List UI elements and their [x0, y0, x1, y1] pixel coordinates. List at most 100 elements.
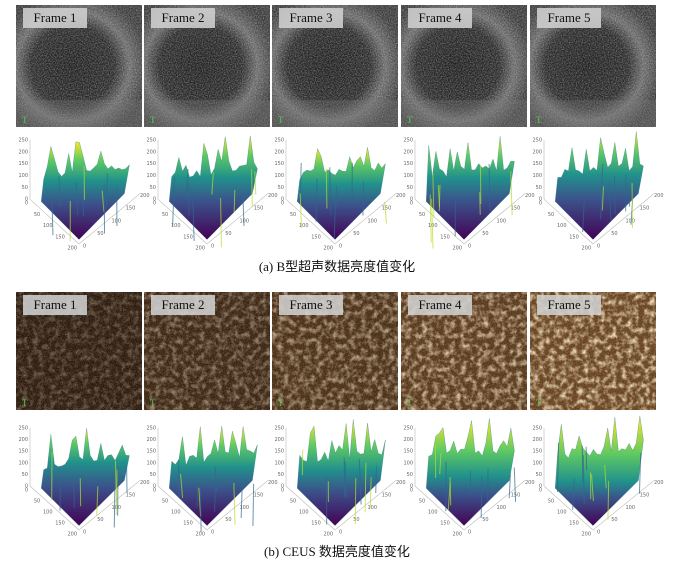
x-tick-label: 200: [323, 246, 333, 252]
x-tick-label: 50: [162, 499, 168, 505]
z-tick-label: 200: [146, 437, 156, 443]
surface-spike: [627, 186, 631, 207]
z-tick-label: 0: [153, 484, 156, 490]
surface-spike: [51, 196, 54, 236]
y-tick-label: 50: [611, 231, 617, 237]
z-tick-label: 200: [274, 437, 284, 443]
x-tick-label: 200: [195, 246, 205, 252]
surface-spike: [214, 466, 218, 493]
y-tick-label: 0: [83, 244, 86, 250]
y-tick-label: 150: [640, 492, 650, 498]
y-tick-label: 100: [368, 218, 378, 224]
y-tick-label: 0: [211, 530, 214, 536]
y-tick-label: 150: [126, 492, 136, 498]
z-tick-label: 150: [532, 449, 542, 455]
surface-spike: [599, 193, 603, 220]
x-tick-label: 0: [410, 201, 413, 207]
frame-label: Frame 4: [419, 297, 462, 312]
depth-marker: T: [278, 398, 284, 408]
z-tick-label: 200: [18, 149, 28, 155]
x-tick-label: 50: [34, 499, 40, 505]
x-tick-label: 0: [25, 488, 28, 494]
z-tick-label: 0: [539, 484, 542, 490]
x-tick-label: 0: [281, 201, 284, 207]
frame-label: Frame 3: [290, 10, 333, 25]
x-axis: [543, 198, 594, 245]
surface-spike: [254, 171, 257, 195]
frame-label-box: [279, 8, 343, 28]
surface-spike: [375, 465, 378, 494]
y-tick-label: 0: [468, 530, 471, 536]
surface-spike: [333, 199, 336, 239]
surface-spike: [600, 164, 604, 199]
z-tick-label: 0: [153, 197, 156, 203]
surface-spike: [325, 168, 328, 209]
surface-spike: [233, 189, 236, 213]
surface-spike: [572, 478, 575, 510]
depth-marker: T: [536, 115, 542, 125]
surface-spike: [300, 162, 302, 194]
surface-spike: [429, 194, 432, 243]
surface-spike: [613, 175, 616, 214]
surface-spike: [513, 467, 517, 502]
z-tick-label: 200: [532, 437, 542, 443]
surface: [426, 136, 515, 240]
z-tick-label: 200: [403, 437, 413, 443]
x-tick-label: 0: [539, 488, 542, 494]
surface: [555, 415, 644, 526]
frame-label: Frame 1: [34, 297, 77, 312]
x-tick-label: 100: [43, 510, 53, 516]
surface-spike: [364, 462, 367, 513]
z-tick-label: 100: [532, 460, 542, 466]
z-tick-label: 0: [281, 484, 284, 490]
surface: [41, 141, 130, 240]
x-tick-label: 50: [34, 212, 40, 218]
z-tick-label: 250: [18, 426, 28, 432]
surface-spike: [198, 487, 202, 517]
surface-spike: [585, 446, 588, 471]
z-tick-label: 150: [403, 449, 413, 455]
z-tick-label: 0: [281, 197, 284, 203]
surface-spike: [591, 474, 594, 502]
image-bottom: [272, 100, 398, 127]
x-axis: [157, 485, 208, 531]
z-tick-label: 50: [536, 185, 542, 191]
z-tick-label: 200: [146, 149, 156, 155]
surface-spike: [581, 445, 584, 483]
surface-spike: [449, 476, 452, 506]
z-tick-label: 50: [407, 472, 413, 478]
z-tick-label: 250: [532, 138, 542, 144]
x-tick-label: 150: [569, 521, 579, 527]
surface-spike: [488, 163, 491, 211]
surface: [169, 426, 258, 526]
x-tick-label: 150: [55, 234, 65, 240]
surface: [555, 131, 644, 240]
y-tick-label: 200: [396, 193, 406, 199]
x-tick-label: 0: [410, 488, 413, 494]
x-tick-label: 150: [55, 521, 65, 527]
image-bottom: [401, 100, 527, 127]
z-tick-label: 100: [146, 173, 156, 179]
frame-label-box: [537, 8, 601, 28]
z-tick-label: 250: [18, 138, 28, 144]
image-bottom: [530, 100, 656, 127]
z-tick-label: 50: [150, 472, 156, 478]
z-tick-label: 200: [403, 149, 413, 155]
surface-spike: [384, 201, 387, 224]
frame-label-box: [537, 295, 601, 315]
x-tick-label: 200: [67, 532, 77, 538]
x-tick-label: 150: [183, 234, 193, 240]
surface-spike: [479, 192, 481, 215]
z-tick-label: 150: [274, 161, 284, 167]
y-tick-label: 200: [654, 193, 664, 199]
surface-spike: [180, 473, 184, 499]
frame-label: Frame 1: [34, 10, 77, 25]
surface-spike: [96, 486, 99, 515]
depth-marker: T: [150, 398, 156, 408]
x-tick-label: 0: [539, 201, 542, 207]
surface-spike: [439, 453, 442, 475]
surface-spike: [185, 169, 189, 197]
y-tick-label: 0: [339, 244, 342, 250]
z-tick-label: 50: [22, 472, 28, 478]
